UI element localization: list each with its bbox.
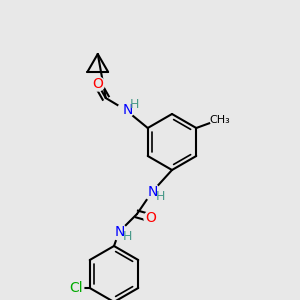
Circle shape bbox=[144, 211, 158, 225]
Text: H: H bbox=[155, 190, 165, 203]
Text: N: N bbox=[148, 185, 158, 199]
Circle shape bbox=[144, 184, 160, 200]
Circle shape bbox=[68, 280, 84, 296]
Text: N: N bbox=[115, 225, 125, 239]
Text: O: O bbox=[92, 77, 103, 91]
Text: CH₃: CH₃ bbox=[210, 115, 231, 125]
Text: H: H bbox=[130, 98, 140, 112]
Text: H: H bbox=[122, 230, 132, 244]
Text: Cl: Cl bbox=[69, 281, 82, 295]
Circle shape bbox=[118, 102, 134, 118]
Circle shape bbox=[111, 224, 127, 240]
Text: N: N bbox=[123, 103, 133, 117]
Circle shape bbox=[91, 77, 105, 91]
Circle shape bbox=[210, 112, 226, 128]
Text: O: O bbox=[146, 211, 156, 225]
